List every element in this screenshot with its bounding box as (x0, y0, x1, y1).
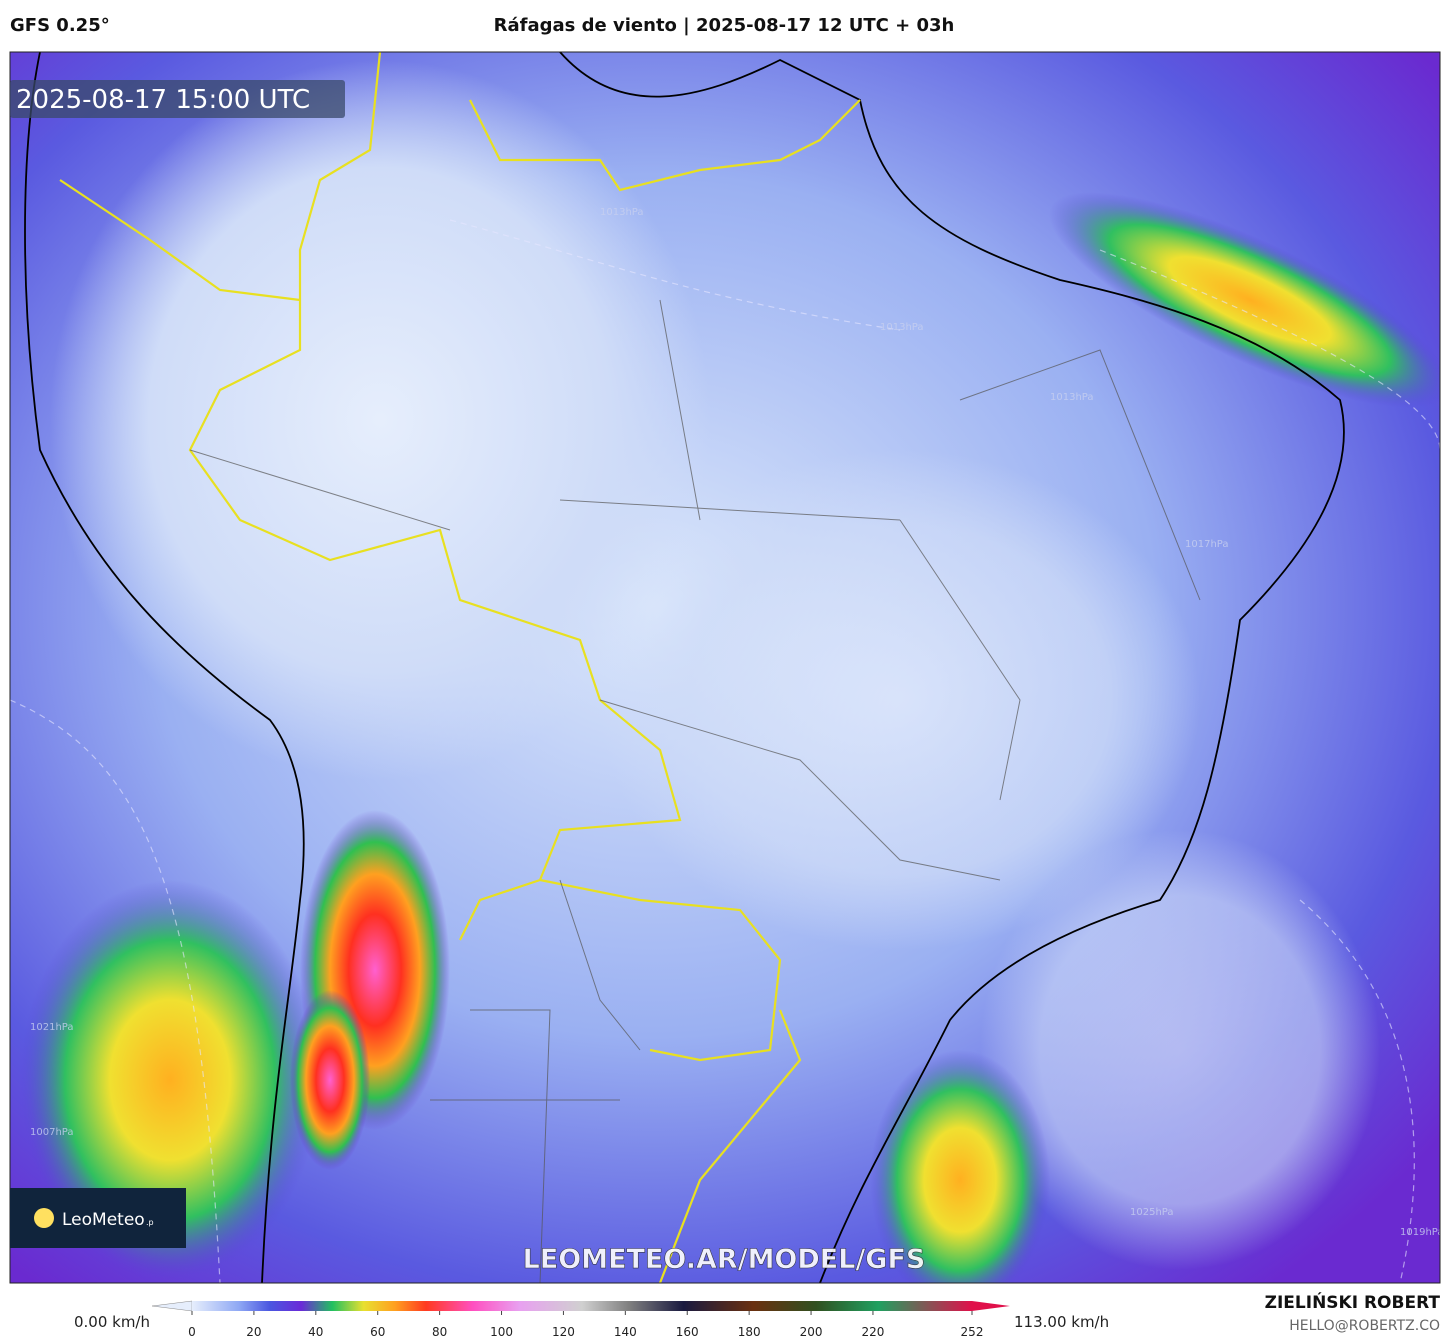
colorbar-tick-label: 80 (432, 1325, 447, 1339)
colorbar-tick-label: 252 (961, 1325, 984, 1339)
colorbar-tick-label: 40 (308, 1325, 323, 1339)
timestamp-box (10, 80, 345, 118)
credit-name: ZIELIŃSKI ROBERT (1265, 1291, 1441, 1313)
map-area: 1013hPa 1013hPa 1013hPa 1017hPa 1021hPa … (10, 52, 1444, 1283)
isobar-label: 1025hPa (1130, 1207, 1174, 1218)
colorbar-ticks: 0 20 40 60 80 100 120 140 160 180 200 220 252 (188, 1311, 983, 1339)
isobar-label: 1021hPa (30, 1022, 74, 1033)
watermark: LEOMETEO.AR/MODEL/GFS (523, 1244, 926, 1275)
colorbar-tick-label: 140 (614, 1325, 637, 1339)
map-title: Ráfagas de viento | 2025-08-17 12 UTC + … (494, 15, 955, 36)
colorbar-tick-label: 220 (861, 1325, 884, 1339)
colorbar-tick-label: 180 (738, 1325, 761, 1339)
isobar-label: 1013hPa (1050, 392, 1094, 403)
colorbar-tick-label: 0 (188, 1325, 196, 1339)
colorbar-tick-label: 120 (552, 1325, 575, 1339)
colorbar-min: 0.00 km/h (74, 1313, 150, 1331)
isobar-label: 1017hPa (1185, 539, 1229, 550)
model-label: GFS 0.25° (10, 15, 110, 36)
timestamp: 2025-08-17 15:00 UTC (16, 85, 310, 115)
isobar-label: 1007hPa (30, 1127, 74, 1138)
isobar-label: 1013hPa (600, 207, 644, 218)
colorbar-tick-label: 200 (800, 1325, 823, 1339)
colorbar-tick-label: 20 (246, 1325, 261, 1339)
colorbar-tick-label: 60 (370, 1325, 385, 1339)
logo-suffix: .p (146, 1218, 154, 1227)
isobar-label: 1013hPa (880, 322, 924, 333)
colorbar-tick-label: 160 (676, 1325, 699, 1339)
logo-text: LeoMeteo (62, 1210, 145, 1230)
colorbar-max: 113.00 km/h (1014, 1313, 1109, 1331)
isobar-label: 1019hPa (1400, 1227, 1444, 1238)
logo-sun (34, 1208, 54, 1228)
colorbar-tick-label: 100 (490, 1325, 513, 1339)
colorbar (151, 1300, 1010, 1312)
credit-email: HELLO@ROBERTZ.CO (1289, 1318, 1440, 1334)
